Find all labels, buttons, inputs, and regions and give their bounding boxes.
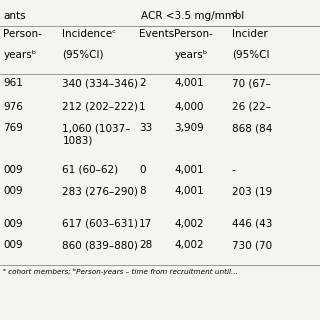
- Text: 009: 009: [3, 219, 23, 229]
- Text: ᵃ cohort members; ᵇPerson-years – time from recruitment until...: ᵃ cohort members; ᵇPerson-years – time f…: [3, 268, 238, 275]
- Text: 009: 009: [3, 186, 23, 196]
- Text: 28: 28: [139, 240, 152, 250]
- Text: ACR <3.5 mg/mmol: ACR <3.5 mg/mmol: [141, 11, 247, 21]
- Text: Incider: Incider: [232, 29, 268, 39]
- Text: 860 (839–880): 860 (839–880): [62, 240, 138, 250]
- Text: 4,001: 4,001: [174, 186, 204, 196]
- Text: 730 (70: 730 (70: [232, 240, 272, 250]
- Text: (95%CI: (95%CI: [232, 50, 269, 60]
- Text: 868 (84: 868 (84: [232, 123, 272, 133]
- Text: 203 (19: 203 (19: [232, 186, 272, 196]
- Text: 17: 17: [139, 219, 152, 229]
- Text: 33: 33: [139, 123, 152, 133]
- Text: ants: ants: [3, 11, 26, 21]
- Text: 4,002: 4,002: [174, 240, 204, 250]
- Text: Person-: Person-: [3, 29, 42, 39]
- Text: 340 (334–346): 340 (334–346): [62, 78, 139, 88]
- Text: 009: 009: [3, 240, 23, 250]
- Text: 26 (22–: 26 (22–: [232, 102, 271, 112]
- Text: 4,002: 4,002: [174, 219, 204, 229]
- Text: 0: 0: [139, 165, 146, 175]
- Text: 446 (43: 446 (43: [232, 219, 272, 229]
- Text: 4,000: 4,000: [174, 102, 204, 112]
- Text: 4,001: 4,001: [174, 165, 204, 175]
- Text: 8: 8: [139, 186, 146, 196]
- Text: Events: Events: [139, 29, 174, 39]
- Text: Incidenceᶜ: Incidenceᶜ: [62, 29, 116, 39]
- Text: yearsᵇ: yearsᵇ: [174, 50, 208, 60]
- Text: (95%CI): (95%CI): [62, 50, 104, 60]
- Text: 769: 769: [3, 123, 23, 133]
- Text: 2: 2: [139, 78, 146, 88]
- Text: Person-: Person-: [174, 29, 213, 39]
- Text: 976: 976: [3, 102, 23, 112]
- Text: 4,001: 4,001: [174, 78, 204, 88]
- Text: 1,060 (1037–
1083): 1,060 (1037– 1083): [62, 123, 131, 145]
- Text: 61 (60–62): 61 (60–62): [62, 165, 118, 175]
- Text: d: d: [232, 10, 237, 19]
- Text: -: -: [232, 165, 236, 175]
- Text: 283 (276–290): 283 (276–290): [62, 186, 139, 196]
- Text: 1: 1: [139, 102, 146, 112]
- Text: 961: 961: [3, 78, 23, 88]
- Text: 70 (67–: 70 (67–: [232, 78, 271, 88]
- Text: 3,909: 3,909: [174, 123, 204, 133]
- Text: yearsᵇ: yearsᵇ: [3, 50, 36, 60]
- Text: 617 (603–631): 617 (603–631): [62, 219, 139, 229]
- Text: 009: 009: [3, 165, 23, 175]
- Text: 212 (202–222): 212 (202–222): [62, 102, 139, 112]
